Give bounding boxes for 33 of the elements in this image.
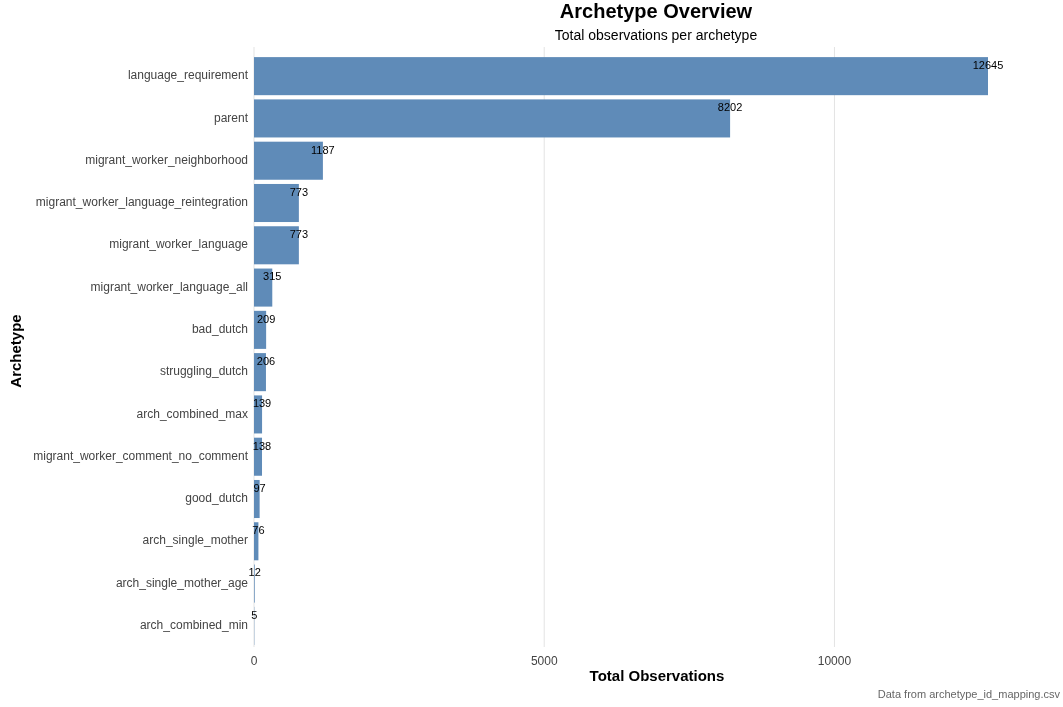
chart-title: Archetype Overview xyxy=(559,0,753,23)
data-label: 97 xyxy=(253,481,266,494)
y-tick-label: migrant_worker_language xyxy=(109,237,249,252)
data-label: 773 xyxy=(289,185,309,198)
y-tick-label: parent xyxy=(213,110,249,125)
x-tick-label: 10000 xyxy=(817,654,852,669)
y-axis-title: Archetype xyxy=(6,314,24,388)
data-label: 209 xyxy=(256,312,276,325)
data-label: 315 xyxy=(263,270,282,283)
y-tick-label: struggling_dutch xyxy=(159,364,248,379)
y-tick-label: good_dutch xyxy=(185,491,248,506)
data-label: 8202 xyxy=(717,101,743,114)
y-tick-label: migrant_worker_neighborhood xyxy=(85,152,248,167)
y-tick-label: arch_combined_max xyxy=(136,406,248,421)
data-label: 12 xyxy=(248,566,261,579)
y-tick-label: migrant_worker_language_reintegration xyxy=(35,195,248,210)
x-tick-label: 0 xyxy=(250,654,258,669)
y-tick-label: migrant_worker_language_all xyxy=(90,279,248,294)
data-label: 1187 xyxy=(311,143,335,156)
data-label: 12645 xyxy=(972,59,1004,72)
data-label: 206 xyxy=(256,355,276,368)
y-tick-label: arch_single_mother_age xyxy=(115,575,249,590)
y-tick-label: arch_single_mother xyxy=(142,533,248,548)
text: Data from archetype_id_mapping.csv xyxy=(877,687,1061,700)
y-tick-label: bad_dutch xyxy=(191,322,248,337)
x-axis-title: Total Observations xyxy=(589,666,725,684)
chart-subtitle: Total observations per archetype xyxy=(554,26,758,43)
data-label: 773 xyxy=(289,228,309,241)
x-tick-label: 5000 xyxy=(530,654,558,669)
data-label: 5 xyxy=(251,608,258,621)
y-tick-label: arch_combined_min xyxy=(139,618,248,633)
y-tick-label: migrant_worker_comment_no_comment xyxy=(33,448,249,463)
y-tick-label: language_requirement xyxy=(127,68,249,83)
